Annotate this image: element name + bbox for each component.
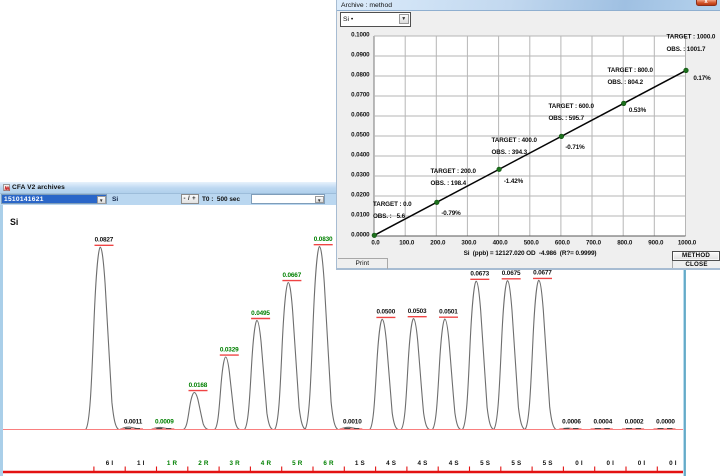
svg-text:500.0: 500.0 bbox=[524, 240, 540, 247]
svg-text:OBS. : 198.4: OBS. : 198.4 bbox=[431, 180, 467, 187]
svg-text:1000.0: 1000.0 bbox=[678, 240, 697, 247]
svg-text:1 S: 1 S bbox=[355, 460, 365, 467]
svg-text:0.0168: 0.0168 bbox=[189, 382, 208, 389]
svg-text:-0.71%: -0.71% bbox=[565, 144, 585, 151]
svg-text:0.0300: 0.0300 bbox=[351, 172, 370, 179]
svg-text:900.0: 900.0 bbox=[648, 240, 664, 247]
svg-text:0.0827: 0.0827 bbox=[95, 237, 114, 244]
svg-text:TARGET : 1000.0: TARGET : 1000.0 bbox=[667, 34, 716, 41]
svg-text:0.0675: 0.0675 bbox=[502, 270, 521, 277]
svg-text:4 R: 4 R bbox=[261, 460, 272, 467]
svg-text:0.0100: 0.0100 bbox=[351, 212, 370, 219]
svg-text:0.0329: 0.0329 bbox=[220, 346, 239, 353]
svg-text:0 I: 0 I bbox=[606, 460, 614, 467]
svg-text:0.0503: 0.0503 bbox=[408, 308, 427, 315]
svg-text:TARGET : 0.0: TARGET : 0.0 bbox=[373, 201, 412, 208]
svg-text:0.0500: 0.0500 bbox=[376, 309, 395, 316]
svg-text:0.17%: 0.17% bbox=[693, 75, 711, 82]
svg-text:4 S: 4 S bbox=[386, 460, 396, 467]
svg-text:5 S: 5 S bbox=[511, 460, 521, 467]
svg-text:1 R: 1 R bbox=[167, 460, 178, 467]
svg-text:0.0200: 0.0200 bbox=[351, 192, 370, 199]
svg-text:5 S: 5 S bbox=[480, 460, 490, 467]
svg-text:0 I: 0 I bbox=[669, 460, 677, 467]
svg-text:0.0501: 0.0501 bbox=[439, 309, 458, 316]
svg-text:OBS. : 5.6: OBS. : 5.6 bbox=[373, 213, 406, 220]
svg-text:OBS. : 804.2: OBS. : 804.2 bbox=[608, 79, 644, 86]
svg-text:0.0700: 0.0700 bbox=[351, 92, 370, 99]
svg-text:0.53%: 0.53% bbox=[629, 107, 647, 114]
svg-text:0.0495: 0.0495 bbox=[251, 310, 270, 317]
svg-text:5 S: 5 S bbox=[543, 460, 553, 467]
svg-text:4 S: 4 S bbox=[449, 460, 459, 467]
svg-text:2 R: 2 R bbox=[198, 460, 209, 467]
svg-text:400.0: 400.0 bbox=[493, 240, 509, 247]
svg-text:0.0500: 0.0500 bbox=[351, 132, 370, 139]
svg-text:0.0673: 0.0673 bbox=[470, 271, 489, 278]
svg-text:0 I: 0 I bbox=[638, 460, 646, 467]
svg-text:OBS. : 595.7: OBS. : 595.7 bbox=[549, 115, 585, 122]
svg-text:4 S: 4 S bbox=[417, 460, 427, 467]
svg-text:TARGET : 800.0: TARGET : 800.0 bbox=[608, 67, 654, 74]
svg-text:0.0011: 0.0011 bbox=[124, 419, 143, 426]
svg-text:TARGET : 400.0: TARGET : 400.0 bbox=[492, 137, 538, 144]
svg-text:-0.79%: -0.79% bbox=[441, 210, 461, 217]
svg-text:0.0009: 0.0009 bbox=[155, 419, 174, 426]
svg-text:0.0000: 0.0000 bbox=[351, 232, 370, 239]
svg-text:700.0: 700.0 bbox=[586, 240, 602, 247]
svg-text:300.0: 300.0 bbox=[461, 240, 477, 247]
svg-text:-1.42%: -1.42% bbox=[504, 178, 524, 185]
svg-text:0.1000: 0.1000 bbox=[351, 32, 370, 39]
svg-text:0 I: 0 I bbox=[575, 460, 583, 467]
svg-text:0.0000: 0.0000 bbox=[656, 419, 675, 426]
svg-text:OBS. : 394.3: OBS. : 394.3 bbox=[492, 149, 528, 156]
svg-text:0.0830: 0.0830 bbox=[314, 236, 333, 243]
svg-text:3 R: 3 R bbox=[229, 460, 240, 467]
svg-text:100.0: 100.0 bbox=[399, 240, 415, 247]
svg-text:OBS. : 1001.7: OBS. : 1001.7 bbox=[667, 46, 707, 53]
svg-text:0.0004: 0.0004 bbox=[593, 419, 612, 426]
svg-text:0.0006: 0.0006 bbox=[562, 419, 581, 426]
svg-text:1 I: 1 I bbox=[137, 460, 145, 467]
svg-text:6 I: 6 I bbox=[106, 460, 114, 467]
svg-text:0.0002: 0.0002 bbox=[625, 419, 644, 426]
svg-text:0.0800: 0.0800 bbox=[351, 72, 370, 79]
svg-text:200.0: 200.0 bbox=[430, 240, 446, 247]
svg-text:0.0010: 0.0010 bbox=[343, 419, 362, 426]
svg-text:6 R: 6 R bbox=[323, 460, 334, 467]
svg-text:0.0400: 0.0400 bbox=[351, 152, 370, 159]
svg-text:0.0677: 0.0677 bbox=[533, 270, 552, 277]
svg-text:5 R: 5 R bbox=[292, 460, 303, 467]
svg-text:800.0: 800.0 bbox=[617, 240, 633, 247]
svg-text:TARGET : 600.0: TARGET : 600.0 bbox=[549, 103, 595, 110]
svg-text:TARGET : 200.0: TARGET : 200.0 bbox=[431, 168, 477, 175]
svg-text:0.0667: 0.0667 bbox=[282, 272, 301, 279]
svg-text:0.0600: 0.0600 bbox=[351, 112, 370, 119]
svg-text:0.0: 0.0 bbox=[371, 240, 380, 247]
svg-text:0.0900: 0.0900 bbox=[351, 52, 370, 59]
svg-text:600.0: 600.0 bbox=[555, 240, 571, 247]
